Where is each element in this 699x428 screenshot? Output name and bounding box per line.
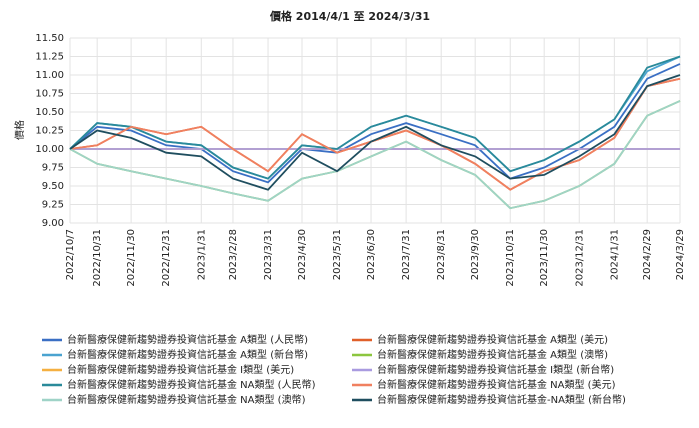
x-tick-label: 2023/5/31 xyxy=(332,229,343,280)
series-line xyxy=(69,100,681,210)
legend-label: 台新醫療保健新趨勢證券投資信託基金 A類型 (新台幣) xyxy=(67,348,308,361)
x-tick-label: 2024/1/31 xyxy=(609,229,620,280)
y-tick-label: 10.00 xyxy=(35,144,64,155)
y-tick-label: 9.00 xyxy=(42,218,64,229)
y-tick-label: 10.25 xyxy=(35,126,64,137)
y-tick-label: 11.25 xyxy=(35,52,64,63)
legend-label: 台新醫療保健新趨勢證券投資信託基金 A類型 (美元) xyxy=(377,333,608,346)
x-tick-label: 2024/2/29 xyxy=(642,229,653,280)
legend-label: 台新醫療保健新趨勢證券投資信託基金 A類型 (人民幣) xyxy=(67,333,308,346)
x-tick-label: 2023/12/31 xyxy=(574,229,585,287)
legend-label: 台新醫療保健新趨勢證券投資信託基金 NA類型 (人民幣) xyxy=(67,378,316,391)
x-tick-label: 2023/1/31 xyxy=(196,229,207,280)
legend-label: 台新醫療保健新趨勢證券投資信託基金-NA類型 (新台幣) xyxy=(377,393,626,406)
y-tick-label: 10.75 xyxy=(35,89,64,100)
y-tick-label: 9.50 xyxy=(42,181,64,192)
series-line xyxy=(69,77,681,191)
x-tick-label: 2023/2/28 xyxy=(228,229,239,280)
y-tick-label: 9.75 xyxy=(42,163,64,174)
x-tick-label: 2023/6/30 xyxy=(366,229,377,280)
y-axis-label: 價格 xyxy=(13,120,26,140)
x-tick-label: 2023/10/31 xyxy=(505,229,516,287)
x-tick-label: 2024/3/29 xyxy=(675,229,686,280)
y-tick-label: 11.50 xyxy=(35,33,64,44)
x-tick-label: 2022/11/30 xyxy=(126,229,137,287)
x-tick-label: 2023/11/30 xyxy=(539,229,550,287)
y-tick-label: 11.00 xyxy=(35,70,64,81)
y-tick-label: 10.50 xyxy=(35,107,64,118)
series-line xyxy=(69,77,681,191)
legend-label: 台新醫療保健新趨勢證券投資信託基金 A類型 (澳幣) xyxy=(377,348,608,361)
x-tick-label: 2022/12/31 xyxy=(161,229,172,287)
y-tick-label: 9.25 xyxy=(42,200,64,211)
x-tick-label: 2023/7/31 xyxy=(401,229,412,280)
x-tick-label: 2023/9/30 xyxy=(470,229,481,280)
legend-label: 台新醫療保健新趨勢證券投資信託基金 I類型 (美元) xyxy=(67,363,294,376)
series-line xyxy=(69,74,681,191)
legend-label: 台新醫療保健新趨勢證券投資信託基金 I類型 (新台幣) xyxy=(377,363,614,376)
x-tick-label: 2023/8/31 xyxy=(436,229,447,280)
series-line xyxy=(69,63,681,184)
x-tick-label: 2023/3/31 xyxy=(263,229,274,280)
x-tick-label: 2023/4/30 xyxy=(297,229,308,280)
x-tick-label: 2022/10/31 xyxy=(92,229,103,287)
legend-label: 台新醫療保健新趨勢證券投資信託基金 NA類型 (美元) xyxy=(377,378,616,391)
legend-label: 台新醫療保健新趨勢證券投資信託基金 NA類型 (澳幣) xyxy=(67,393,306,406)
series-line xyxy=(69,55,681,180)
x-tick-label: 2022/10/7 xyxy=(65,229,76,280)
chart-title: 價格 2014/4/1 至 2024/3/31 xyxy=(269,9,430,23)
